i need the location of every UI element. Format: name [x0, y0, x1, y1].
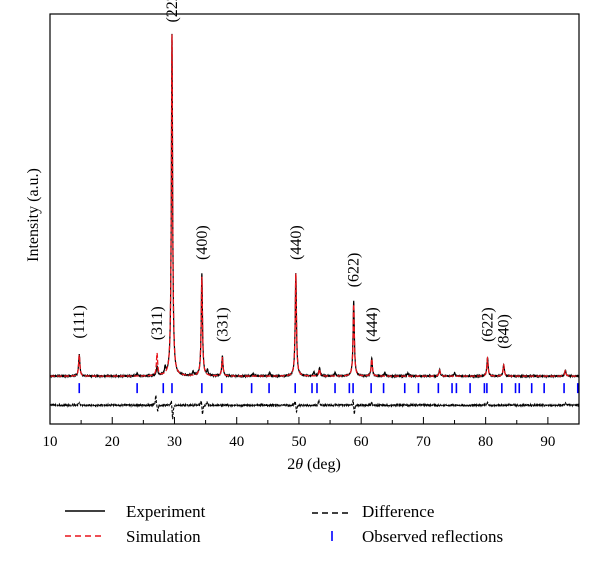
plot-border [49, 13, 580, 425]
x-tick-label: 20 [105, 434, 120, 450]
plot-frame [49, 13, 580, 425]
peak-label: (444) [364, 307, 381, 342]
peak-label: (440) [288, 225, 305, 260]
legend-label-experiment: Experiment [126, 502, 206, 521]
x-tick-label: 50 [291, 434, 306, 450]
peak-label: (111) [71, 305, 88, 338]
peak-label: (311) [149, 306, 166, 340]
plot-series [50, 33, 579, 420]
x-tick-label: 80 [478, 434, 493, 450]
legend-item-experiment: Experiment [65, 502, 206, 521]
peak-label: (622) [480, 307, 497, 342]
peak-label: (840) [496, 314, 513, 349]
x-axis-label-suffix: (deg) [303, 456, 341, 473]
legend-label-difference: Difference [362, 502, 434, 521]
legend: Experiment Simulation Difference Observe… [65, 502, 503, 546]
peak-label: (222) [164, 0, 181, 23]
legend-item-difference: Difference [312, 502, 434, 521]
x-tick-label: 70 [416, 434, 431, 450]
x-tick-label: 10 [43, 434, 58, 450]
peak-label: (622) [346, 253, 363, 288]
plot-area [50, 33, 579, 420]
legend-item-simulation: Simulation [65, 527, 201, 546]
x-axis-label-theta: θ [295, 456, 303, 473]
x-axis-label-prefix: 2 [287, 456, 295, 473]
x-axis: 10 20 30 40 50 60 70 80 90 [43, 417, 580, 450]
x-tick-label: 30 [167, 434, 182, 450]
x-tick-label: 90 [540, 434, 555, 450]
y-axis-label: Intensity (a.u.) [25, 168, 42, 262]
legend-label-simulation: Simulation [126, 527, 201, 546]
legend-label-reflections: Observed reflections [362, 527, 503, 546]
series-difference [50, 393, 579, 420]
x-tick-label: 60 [354, 434, 369, 450]
series-simulation [50, 34, 579, 377]
peak-label: (400) [194, 225, 211, 260]
observed-reflections [78, 383, 579, 394]
peak-annotations: (111) (311) (222) (400) (331) (440) (622) (444)… [71, 0, 512, 349]
x-axis-label: 2θ (deg) [287, 456, 341, 473]
legend-item-reflections: Observed reflections [331, 527, 503, 546]
x-tick-label: 40 [229, 434, 244, 450]
peak-label: (331) [214, 307, 231, 342]
